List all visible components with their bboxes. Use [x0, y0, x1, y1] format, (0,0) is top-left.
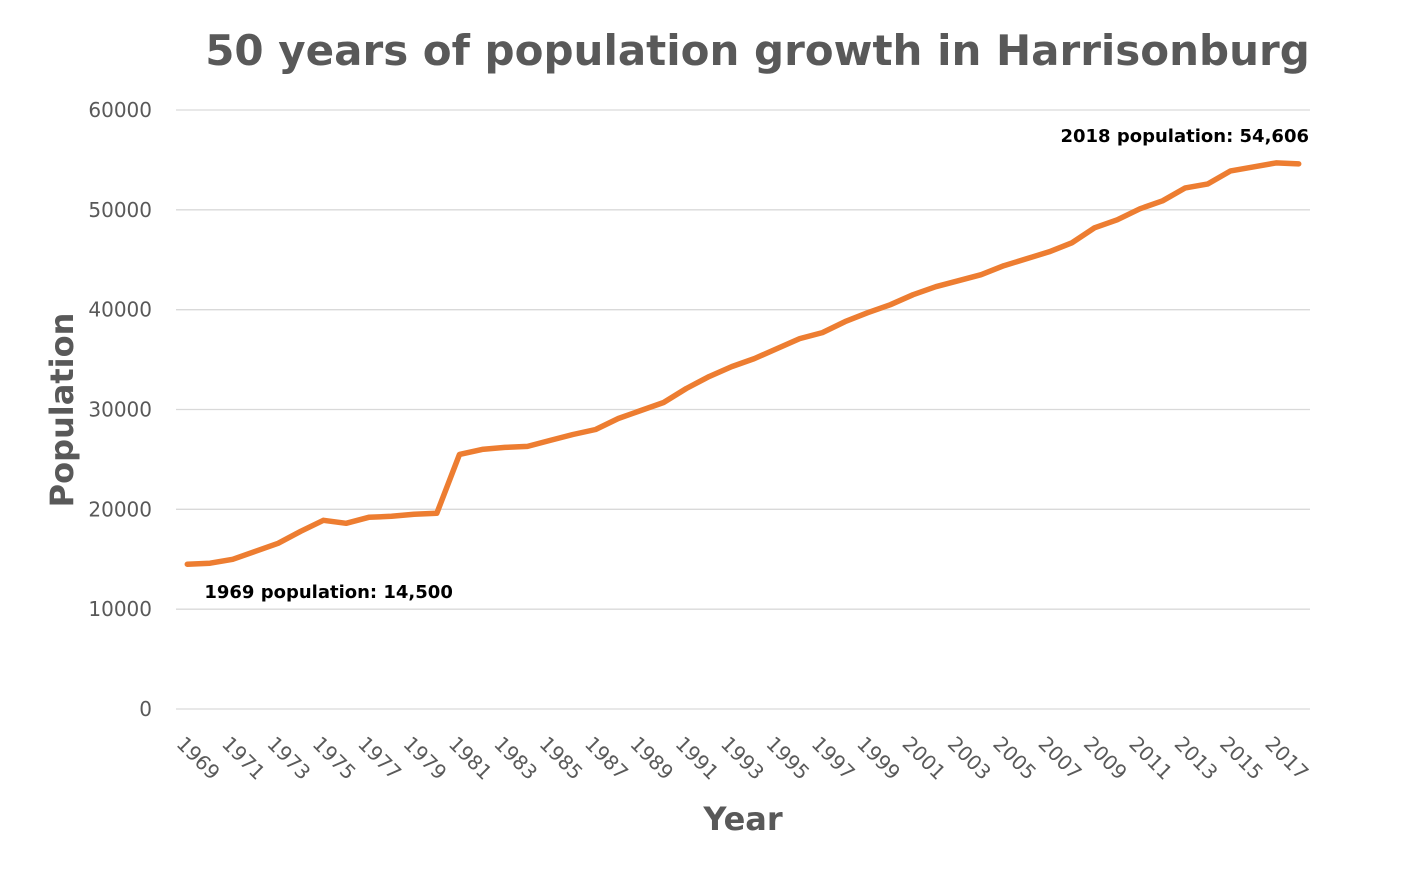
chart-title: 50 years of population growth in Harriso…: [205, 26, 1310, 75]
y-tick-label: 10000: [88, 597, 152, 621]
series-layer: [184, 160, 1302, 567]
y-tick-label: 20000: [88, 497, 152, 521]
y-tick-label: 40000: [88, 298, 152, 322]
x-tick-label: 1987: [580, 732, 633, 785]
x-tick-label: 1995: [761, 732, 814, 785]
y-tick-label: 30000: [88, 398, 152, 422]
x-tick-label: 2005: [988, 732, 1041, 785]
y-tick-label: 60000: [88, 98, 152, 122]
x-tick-label: 1991: [671, 732, 724, 785]
x-tick-label: 1999: [852, 732, 905, 785]
x-axis-title: Year: [702, 800, 783, 838]
x-tick-label: 2009: [1079, 732, 1132, 785]
x-tick-label: 2011: [1124, 732, 1177, 785]
x-tick-label: 1981: [444, 732, 497, 785]
x-tick-label: 2013: [1170, 732, 1223, 785]
x-tick-label: 1977: [353, 732, 406, 785]
x-tick-label: 2001: [898, 732, 951, 785]
x-tick-label: 1997: [807, 732, 860, 785]
y-axis-ticks: 0 10000 20000 30000 40000 50000 60000: [88, 98, 152, 721]
x-tick-label: 1985: [535, 732, 588, 785]
y-tick-label: 50000: [88, 198, 152, 222]
x-tick-label: 1975: [308, 732, 361, 785]
population-series-line: [184, 160, 1302, 567]
x-tick-label: 2017: [1260, 732, 1313, 785]
x-tick-label: 1979: [399, 732, 452, 785]
y-tick-label: 0: [139, 697, 152, 721]
annotations-layer: 1969 population: 14,500 2018 population: …: [204, 126, 1309, 603]
x-tick-label: 1973: [263, 732, 316, 785]
gridlines: [176, 109, 1310, 710]
x-tick-label: 1969: [172, 732, 225, 785]
x-tick-label: 2015: [1215, 732, 1268, 785]
y-axis-title: Population: [43, 313, 81, 508]
x-tick-label: 1983: [489, 732, 542, 785]
x-axis-ticks: 1969197119731975197719791981198319851987…: [172, 732, 1314, 785]
x-tick-label: 1971: [217, 732, 270, 785]
annotation-end: 2018 population: 54,606: [1060, 126, 1309, 147]
annotation-start: 1969 population: 14,500: [204, 582, 453, 603]
x-tick-label: 2003: [943, 732, 996, 785]
x-tick-label: 1989: [625, 732, 678, 785]
x-tick-label: 2007: [1034, 732, 1087, 785]
x-tick-label: 1993: [716, 732, 769, 785]
